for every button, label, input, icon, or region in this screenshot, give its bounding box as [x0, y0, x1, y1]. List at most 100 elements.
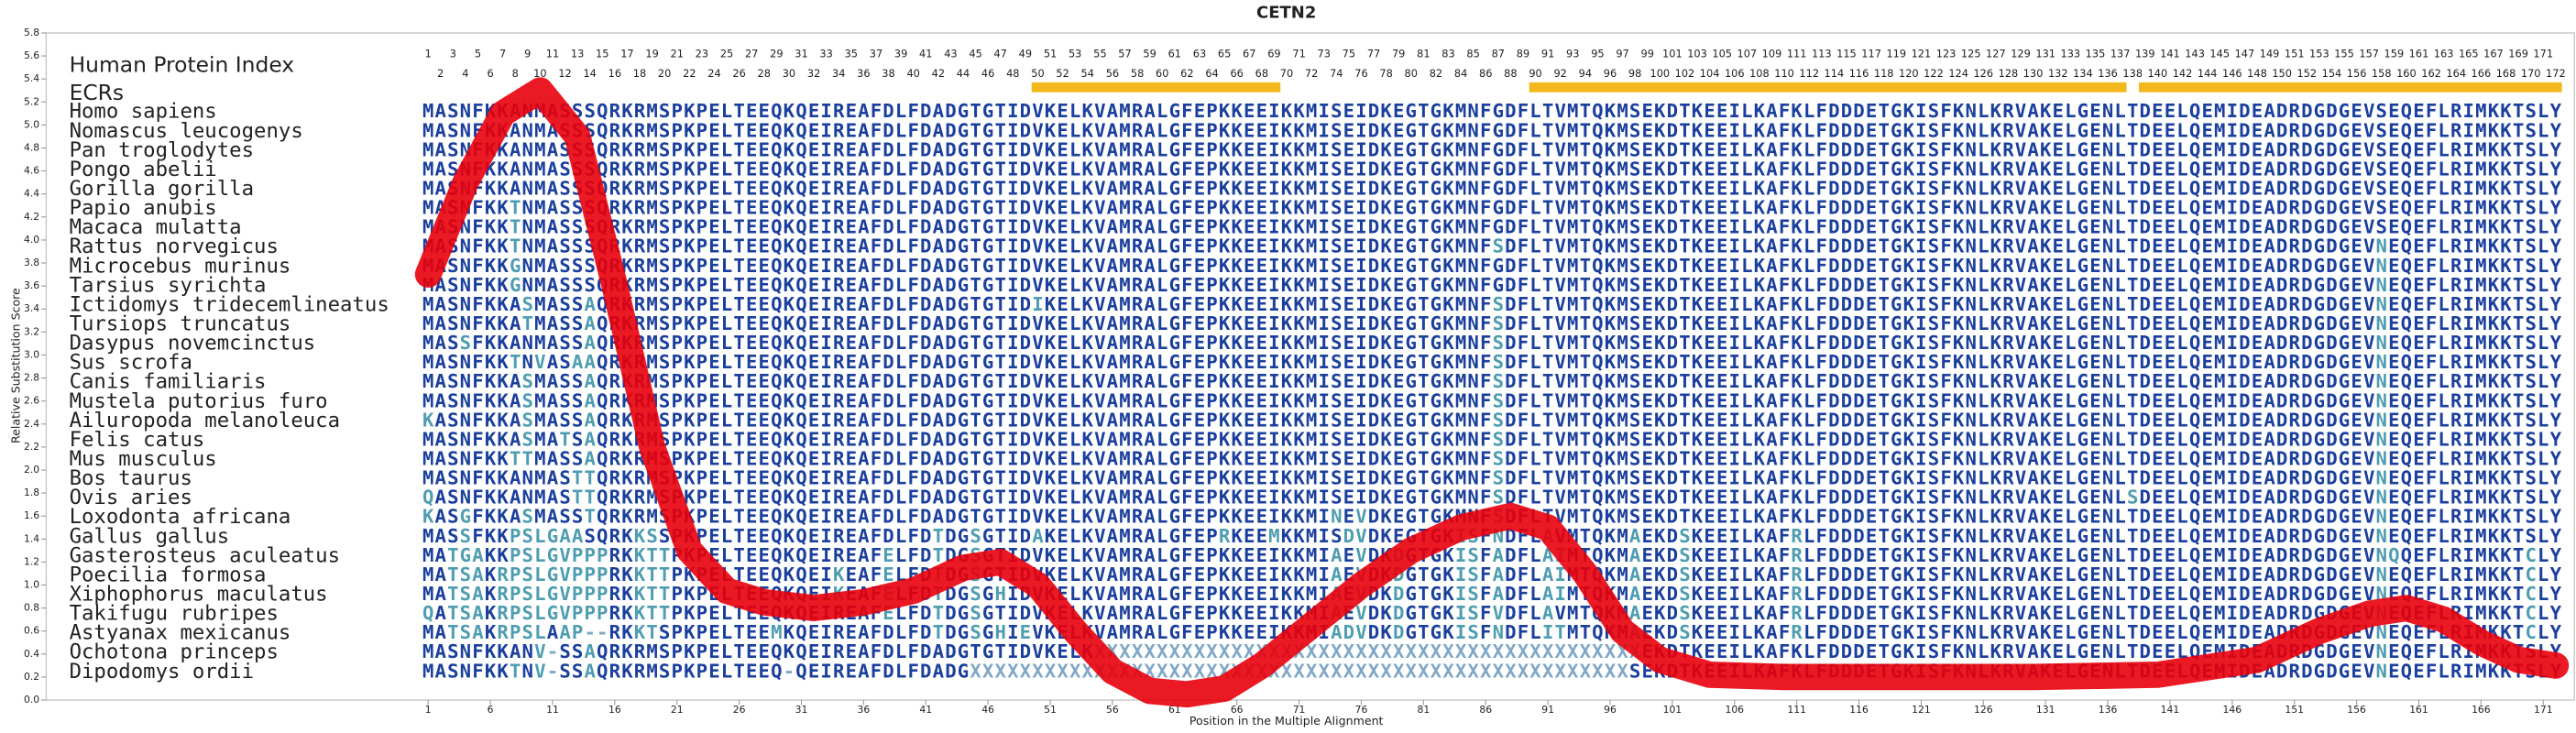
residue-run: RK: [609, 544, 634, 566]
residue-run: S: [1493, 448, 1504, 470]
residue-run: V: [1355, 602, 1366, 624]
residue-run: RK: [609, 583, 634, 605]
residue-run: DV: [1343, 525, 1367, 547]
sequence: MASSFKKANMASSAQRKRMSPKPELTEEQKQEIREAFDLF…: [422, 332, 2562, 354]
residue-run: S: [970, 602, 981, 624]
species-name: Ailuropoda melanoleuca: [70, 409, 340, 432]
residue-run: MASS: [534, 389, 583, 411]
index-number: 140: [2148, 67, 2168, 80]
residue-run: DFLTVMTQKMSEKDTKEEILKAFKLFDDDETGKISFKNLK…: [1505, 235, 2374, 257]
residue-run: TT: [510, 448, 533, 470]
index-number: 101: [1662, 47, 1683, 60]
residue-run: EKD: [1641, 525, 1678, 547]
residue-run: LFD: [895, 602, 932, 624]
residue-run: N: [2376, 255, 2387, 277]
residue-run: QRKRMSPKPELTEEQKQEIREAFDLFDADGTGTIDVKELK…: [597, 487, 1491, 509]
sequence: MASNFKKASMATSAQRKRMSPKPELTEEQKQEIREAFDLF…: [422, 428, 2562, 450]
index-number: 161: [2409, 47, 2429, 60]
residue-run: H: [995, 583, 1006, 605]
residue-run: LFDDDETGKISFKNLKRVAKELGENLTDEELQEMIDEADR…: [1803, 583, 2374, 605]
index-number: 66: [1230, 67, 1243, 80]
index-number: 4: [462, 67, 468, 80]
residue-run: -: [547, 660, 558, 682]
residue-run: R: [1219, 525, 1231, 547]
index-number: 11: [546, 47, 559, 60]
residue-run: S: [1493, 409, 1504, 431]
index-number: 31: [795, 47, 807, 60]
residue-run: LY: [2538, 563, 2562, 585]
index-number: 127: [1986, 47, 2006, 60]
residue-run: NMASSSQRKRMSPKPELTEEQKQEIREAFDLFDADGTGTI…: [522, 255, 2375, 277]
index-number: 160: [2396, 67, 2417, 80]
residue-run: DFLTVMTQKMSEKDTKEEILKAFKLFDDDETGKISFKNLK…: [1505, 409, 2374, 431]
index-number: 15: [596, 47, 608, 60]
index-number: 126: [1973, 67, 1993, 80]
residue-run: XXXXXXXXXXXXXXXXXXXXXXXXXXXXXXXXXXXXXXXX…: [1094, 640, 1641, 662]
species-name: Poecilia formosa: [70, 563, 267, 586]
residue-run: N: [2376, 660, 2387, 682]
residue-run: E: [882, 563, 893, 585]
residue-run: N: [2376, 293, 2387, 315]
residue-run: KK: [485, 544, 510, 566]
index-number: 25: [720, 47, 733, 60]
residue-run: N: [522, 660, 533, 682]
residue-run: MASNFKKANMASSSQRKRMSPKPELTEEQKQEIREAFDLF…: [422, 158, 2562, 180]
species-name: Felis catus: [70, 428, 205, 452]
y-tick-label: 5.8: [24, 27, 39, 38]
species-name: Rattus norvegicus: [70, 235, 279, 258]
residue-run: N: [1493, 621, 1504, 643]
residue-run: A: [547, 621, 559, 643]
residue-run: N: [2376, 525, 2387, 547]
residue-run: DG: [945, 525, 969, 547]
index-number: 78: [1379, 67, 1392, 80]
residue-run: A: [1629, 544, 1641, 566]
index-number: 27: [745, 47, 758, 60]
index-number: 142: [2173, 67, 2193, 80]
residue-run: EQEFLRIMKKTSLY: [2388, 312, 2561, 334]
sequence: MASNFKKTNVASAAQRKRMSPKPELTEEQKQEIREAFDLF…: [422, 351, 2562, 373]
sequence: MATGAKKPSLGVPPPRKKTTPKPELTEEQKQEIREAFELF…: [422, 544, 2562, 566]
residue-run: E: [1020, 621, 1031, 643]
residue-run: S: [2127, 487, 2138, 509]
residue-run: FKKANMASS: [472, 332, 583, 354]
residue-run: T: [510, 216, 521, 238]
residue-run: -: [547, 640, 558, 662]
residue-run: KEEILKAF: [1692, 525, 1790, 547]
index-number: 167: [2483, 47, 2504, 60]
residue-run: A: [435, 602, 447, 624]
residue-run: AP: [559, 621, 583, 643]
residue-run: EQEFLRIMKKTSLY: [2388, 389, 2561, 411]
residue-run: C: [2525, 544, 2536, 566]
species-name: Mus musculus: [70, 447, 217, 471]
residue-run: AS: [435, 506, 459, 528]
residue-run: DFLTVMTQKMSEKDTKEEILKAFKLFDDDETGKISFKNLK…: [1505, 467, 2374, 489]
y-tick-label: 2.4: [24, 418, 39, 430]
residue-run: R: [1791, 583, 1803, 605]
residue-run: S: [460, 525, 471, 547]
residue-run: A: [1032, 525, 1044, 547]
residue-run: H: [995, 621, 1006, 643]
x-tick-label: 156: [2347, 704, 2366, 716]
residue-run: F: [1480, 602, 1491, 624]
y-tick-label: 0.4: [24, 648, 39, 660]
residue-run: A: [584, 428, 596, 450]
residue-run: AI: [1542, 563, 1566, 585]
species-name: Canis familiaris: [70, 370, 267, 394]
residue-run: GTIDVKELKVAMRALGFEPKKEEIKKMI: [982, 544, 1330, 566]
index-number: 7: [499, 47, 506, 60]
index-number: 19: [645, 47, 658, 60]
residue-run: R: [1791, 602, 1803, 624]
species-name: Ovis aries: [70, 486, 192, 509]
residue-run: LY: [2538, 544, 2562, 566]
residue-run: M: [771, 621, 782, 643]
index-number: 3: [450, 47, 456, 60]
index-number: 13: [571, 47, 584, 60]
residue-run: DFL: [1505, 583, 1541, 605]
residue-run: NMASSSQRKRMSPKPELTEEQKQEIREAFDLFDADGTGTI…: [522, 197, 2562, 219]
residue-run: TSA: [447, 563, 484, 585]
residue-run: G: [510, 274, 521, 296]
residue-run: PSLGAA: [510, 525, 584, 547]
residue-run: A: [584, 409, 596, 431]
plot-frame: [45, 32, 2575, 701]
residue-run: MASNFKKAN: [422, 640, 533, 662]
